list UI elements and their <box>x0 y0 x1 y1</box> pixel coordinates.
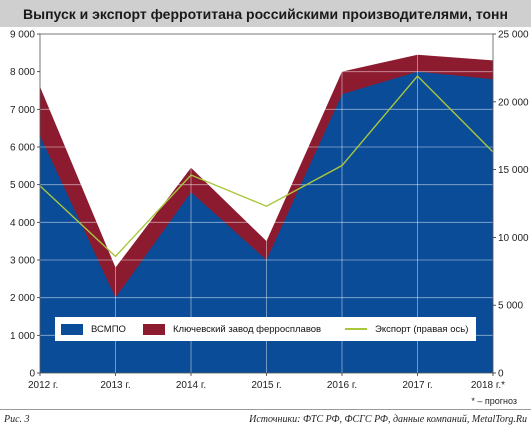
legend-item-klyuchevsky: Ключевский завод ферросплавов <box>143 323 322 335</box>
tick-label-right: 10 000 <box>498 233 529 244</box>
tick-label-left: 4 000 <box>10 218 35 229</box>
tick-label-x: 2014 г. <box>176 380 206 391</box>
source-note: Источники: ФТС РФ, ФСГС РФ, данные компа… <box>249 414 527 425</box>
tick-label-left: 3 000 <box>10 256 35 267</box>
chart-title-bar: Выпуск и экспорт ферротитана российскими… <box>0 0 531 27</box>
legend-swatch-vsmpo <box>61 323 83 335</box>
legend-swatch-klyuchevsky <box>143 323 165 335</box>
tick-label-left: 0 <box>29 369 35 380</box>
tick-label-x: 2017 г. <box>402 380 432 391</box>
legend-label-export: Экспорт (правая ось) <box>375 323 469 335</box>
chart-title: Выпуск и экспорт ферротитана российскими… <box>23 5 508 22</box>
tick-label-x: 2013 г. <box>100 380 130 391</box>
footer-divider <box>0 409 531 410</box>
forecast-footnote: * – прогноз <box>471 396 517 406</box>
tick-label-left: 2 000 <box>10 293 35 304</box>
legend-label-vsmpo: ВСМПО <box>91 323 126 335</box>
tick-label-x: 2018 г.* <box>471 380 505 391</box>
tick-label-right: 15 000 <box>498 165 529 176</box>
tick-label-right: 20 000 <box>498 97 529 108</box>
tick-label-left: 1 000 <box>10 331 35 342</box>
chart-legend: ВСМПО Ключевский завод ферросплавов Эксп… <box>55 317 476 341</box>
line-export <box>39 75 494 258</box>
tick-label-right: 25 000 <box>498 30 529 41</box>
tick-label-x: 2016 г. <box>327 380 357 391</box>
tick-label-left: 9 000 <box>10 30 35 41</box>
chart-plot: 0 1 000 2 000 3 000 4 000 5 000 6 000 7 000 8 00… <box>10 30 529 392</box>
tick-label-x: 2015 г. <box>251 380 281 391</box>
legend-label-klyuchevsky: Ключевский завод ферросплавов <box>173 323 322 335</box>
legend-item-vsmpo: ВСМПО <box>61 323 126 335</box>
tick-label-left: 8 000 <box>10 67 35 78</box>
tick-label-left: 5 000 <box>10 180 35 191</box>
legend-swatch-export <box>345 328 367 330</box>
legend-item-export: Экспорт (правая ось) <box>345 324 468 335</box>
tick-label-left: 7 000 <box>10 105 35 116</box>
tick-label-x: 2012 г. <box>28 380 58 391</box>
tick-label-right: 0 <box>498 369 504 380</box>
tick-label-left: 6 000 <box>10 143 35 154</box>
tick-label-right: 5 000 <box>498 301 523 312</box>
figure-label: Рис. 3 <box>4 414 30 425</box>
